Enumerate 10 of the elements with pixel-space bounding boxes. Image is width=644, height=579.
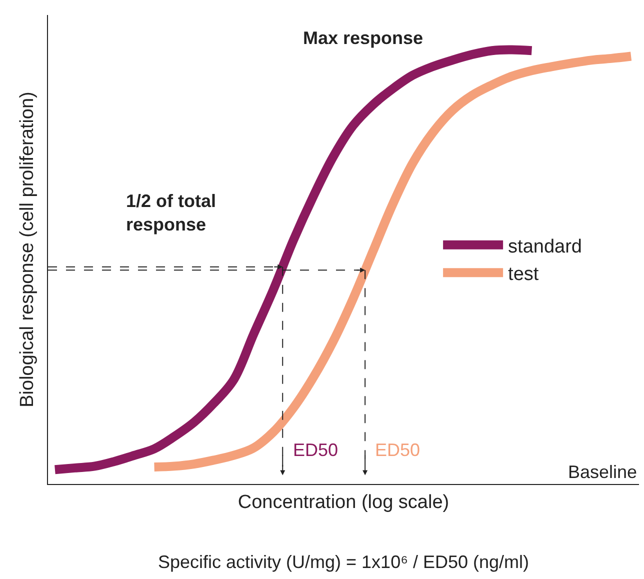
annotation: 1/2 of total response [126, 191, 216, 234]
x-axis-title: Concentration (log scale) [238, 492, 450, 513]
legend-label: test [508, 264, 540, 286]
y-axis-title: Biological response (cell proliferation) [16, 92, 38, 408]
text: Max response [303, 28, 424, 48]
legend-label: standard [508, 236, 582, 258]
text: Specific activity (U/mg) = 1x10⁶ / ED50 (ng/ml) [158, 552, 530, 572]
annotation: Baseline [568, 462, 638, 482]
annotation: ED50 [293, 440, 338, 460]
annotation: ED50 [375, 440, 420, 460]
